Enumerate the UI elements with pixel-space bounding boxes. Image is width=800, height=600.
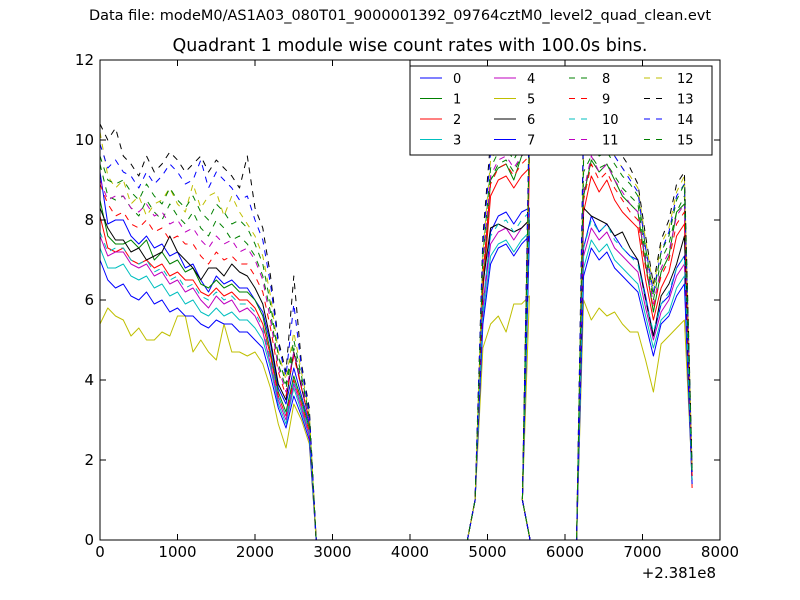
y-tick-label: 6: [84, 291, 94, 309]
series-line-11: [99, 131, 693, 541]
legend-label-5: 5: [527, 93, 535, 108]
x-tick-label: 8000: [701, 543, 739, 561]
legend-label-3: 3: [453, 134, 461, 149]
legend-label-9: 9: [602, 93, 610, 108]
x-tick-label: 4000: [391, 543, 429, 561]
x-tick-label: 6000: [546, 543, 584, 561]
legend-label-15: 15: [677, 134, 694, 149]
legend-label-14: 14: [677, 113, 694, 128]
legend-label-12: 12: [677, 72, 694, 87]
legend-label-2: 2: [453, 113, 461, 128]
chart-title: Quadrant 1 module wise count rates with …: [172, 36, 648, 56]
x-axis-offset-label: +2.381e8: [642, 564, 716, 582]
x-tick-label: 2000: [236, 543, 274, 561]
x-tick-label: 5000: [468, 543, 506, 561]
x-tick-label: 7000: [623, 543, 661, 561]
y-tick-label: 8: [84, 211, 94, 229]
legend-label-1: 1: [453, 93, 461, 108]
legend-label-8: 8: [602, 72, 610, 87]
series-line-10: [99, 211, 693, 541]
figure-suptitle: Data file: modeM0/AS1A03_080T01_90000013…: [88, 8, 712, 24]
legend-label-11: 11: [602, 134, 619, 149]
legend-label-7: 7: [527, 134, 535, 149]
legend-label-6: 6: [527, 113, 535, 128]
x-tick-label: 0: [95, 543, 105, 561]
legend-label-4: 4: [527, 72, 535, 87]
legend-frame: [409, 65, 713, 156]
x-tick-label: 1000: [158, 543, 196, 561]
legend-label-13: 13: [677, 93, 694, 108]
y-tick-label: 2: [84, 451, 94, 469]
y-tick-label: 12: [75, 51, 94, 69]
y-tick-label: 4: [84, 371, 94, 389]
legend-label-10: 10: [602, 113, 619, 128]
y-tick-label: 0: [84, 531, 94, 549]
x-tick-label: 3000: [313, 543, 351, 561]
axis-ticks: 0 1000 2000 3000 4000 5000 6000 7000 80000246810…: [75, 51, 739, 561]
y-tick-label: 10: [75, 131, 94, 149]
legend-label-0: 0: [453, 72, 461, 87]
